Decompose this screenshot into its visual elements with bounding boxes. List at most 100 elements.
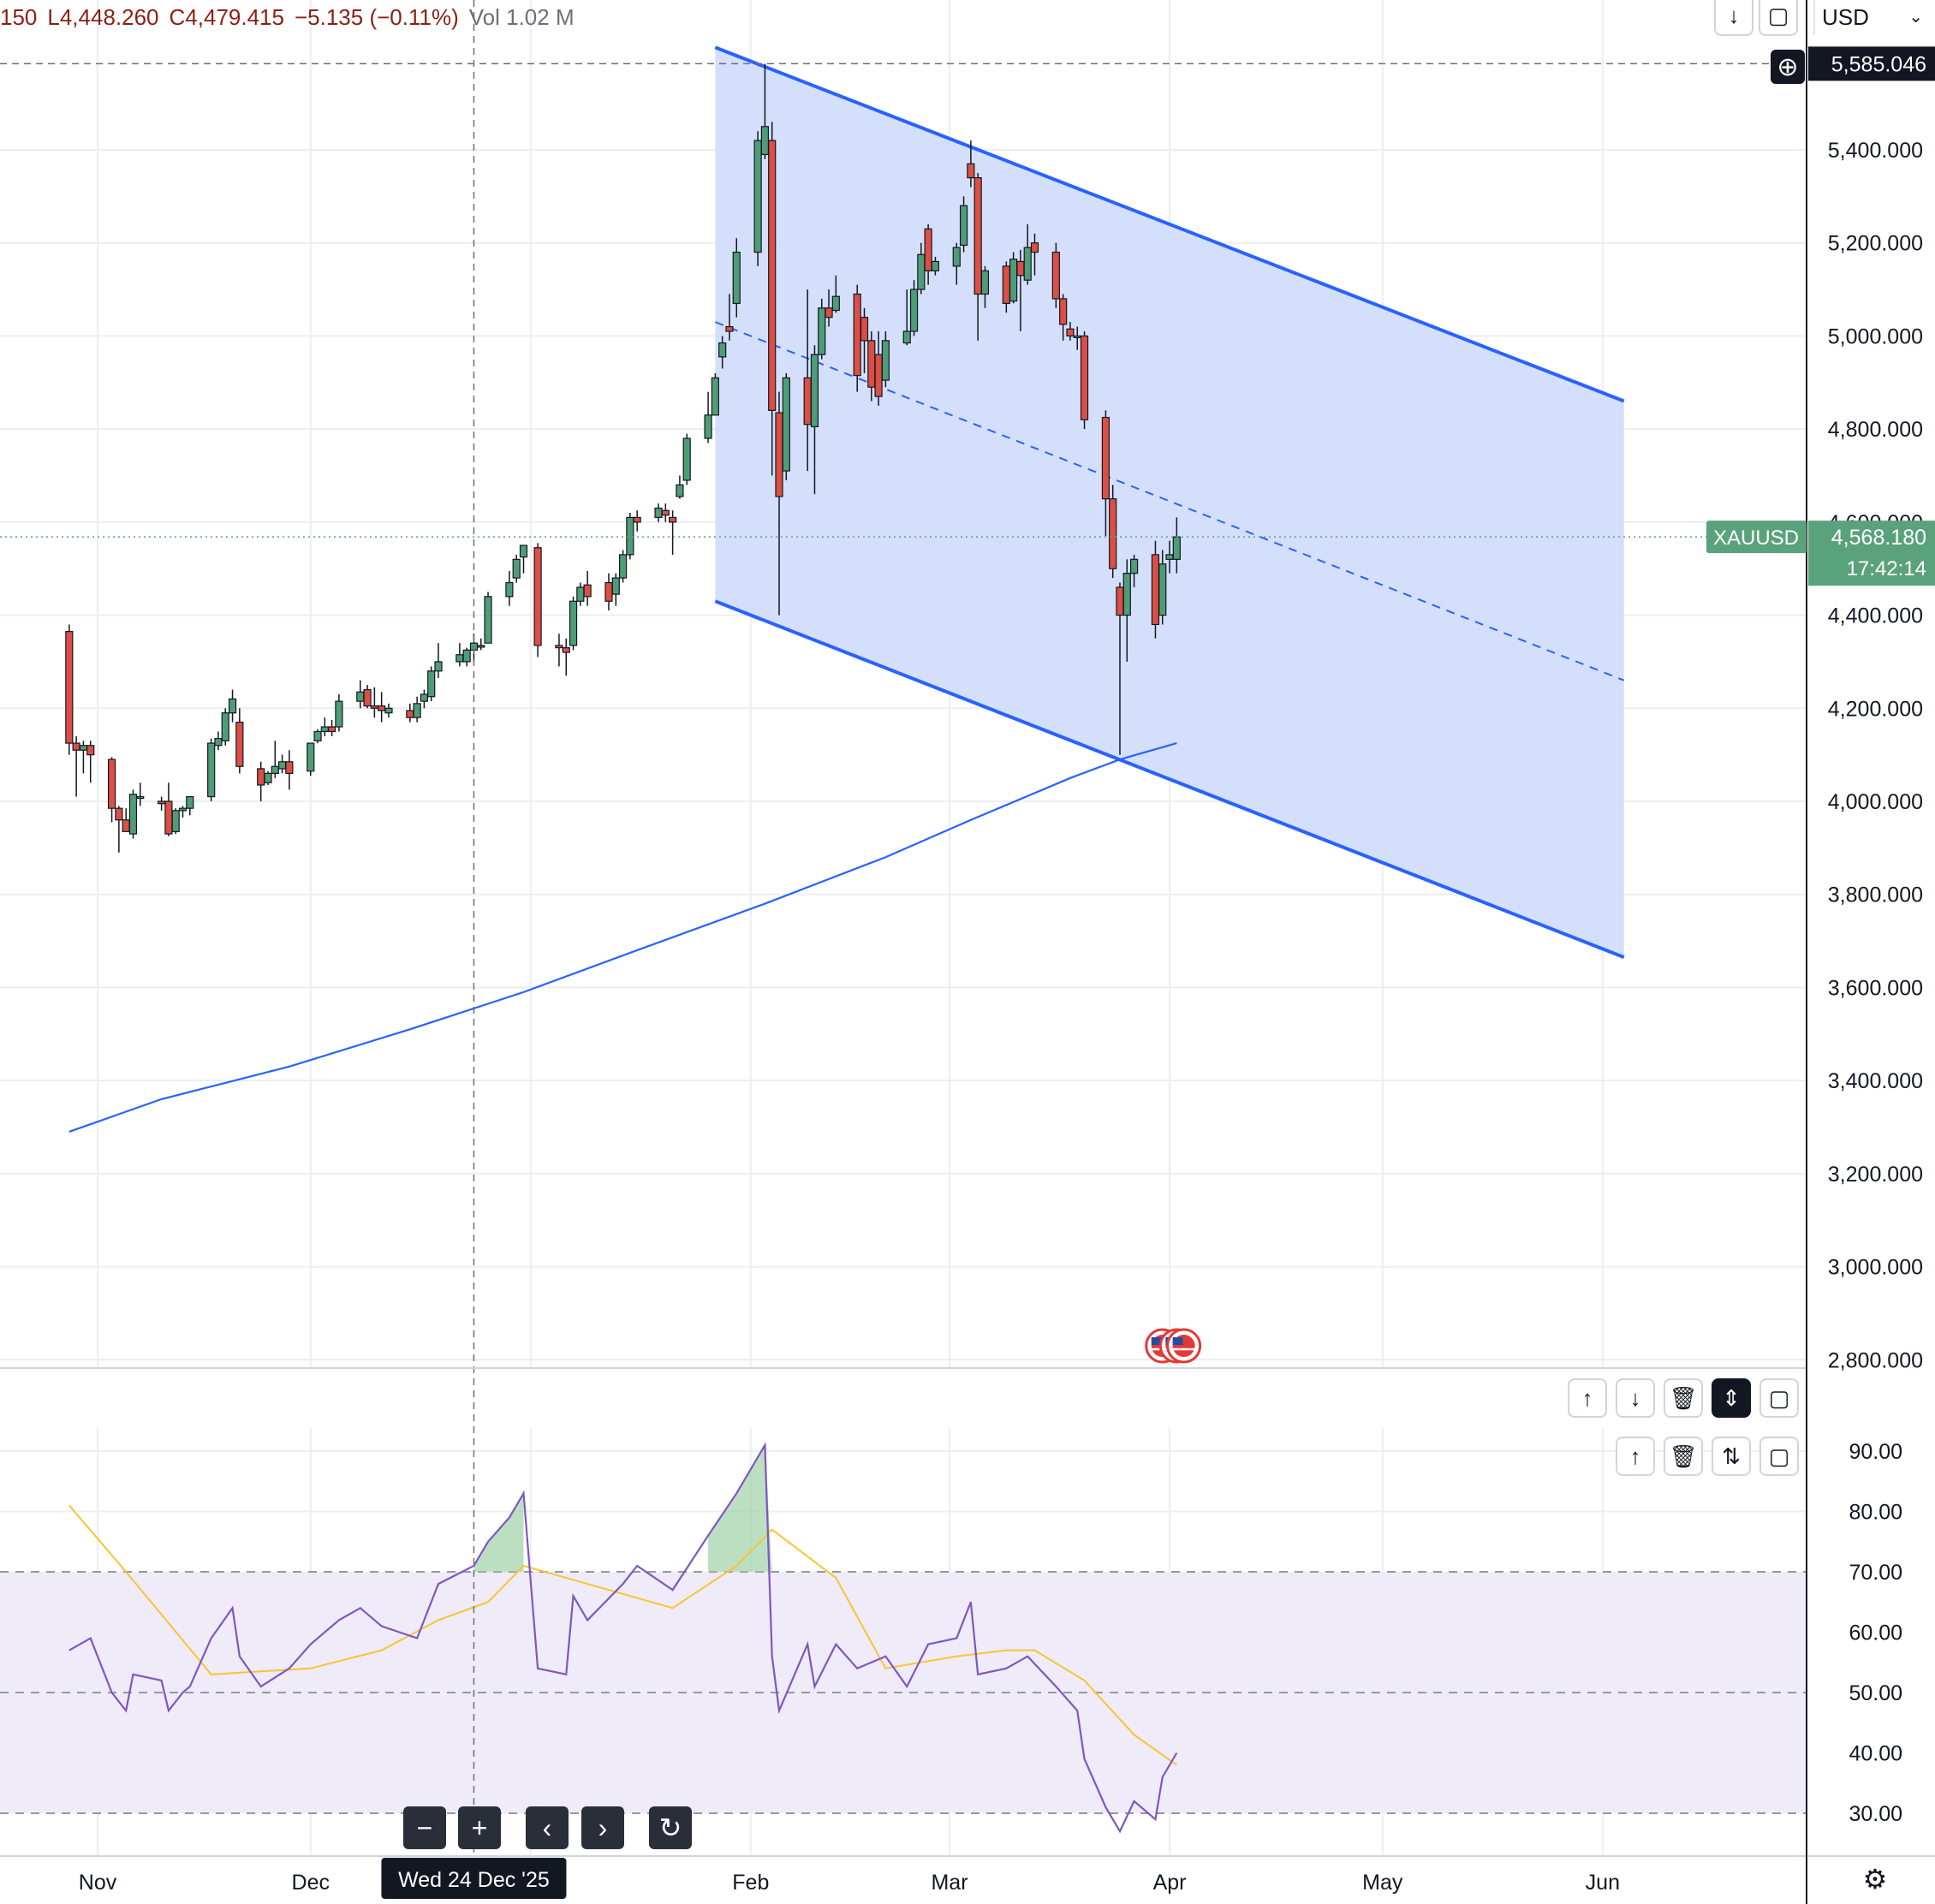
candle-body [1165,554,1174,560]
candle-body [107,759,116,809]
candle [171,808,180,835]
channel-fill [715,47,1624,958]
ma-line [68,741,1177,1133]
us-flag-event-icon[interactable] [1166,1328,1202,1364]
low-value: L4,448.260 [47,4,159,30]
candle-body [583,584,592,598]
candle [328,719,336,736]
rsi-band [0,1450,1807,1814]
volume-value: Vol 1.02 M [468,4,575,30]
currency-select[interactable]: USD ⌄ [1813,0,1935,34]
candle-body [505,581,514,598]
candle-body [420,693,429,702]
trash-icon[interactable]: 🗑 [1664,1437,1703,1476]
reset-button[interactable]: ↻ [649,1806,692,1849]
candle [122,808,130,832]
candle-body [1122,573,1131,616]
rsi-band-fill [0,1572,1807,1813]
candle-body [1109,498,1117,569]
candle-body [1129,558,1139,574]
maximize-icon[interactable]: ▢ [1759,1378,1799,1418]
maximize-icon[interactable]: ▢ [1759,0,1798,36]
zoom-in-button[interactable]: + [458,1806,501,1849]
candle [264,771,272,785]
candle-body [967,163,975,179]
candle [576,582,585,606]
candle-body [1151,554,1160,626]
arrow-up-icon[interactable]: ↑ [1616,1437,1655,1476]
candle-body [718,342,727,358]
candle-body [1080,335,1089,420]
candle-body [711,377,719,416]
ohlc-legend: 150 L4,448.260 C4,479.415 −5.135 (−0.11%) Vo… [0,0,585,34]
candle [313,729,322,744]
symbol-label-bg [1706,521,1807,554]
candle [455,643,464,667]
zoom-out-button[interactable]: − [403,1806,446,1849]
candle [477,638,485,651]
symbol-label: XAUUSD [1713,527,1799,550]
candle-body [158,800,166,805]
scroll-left-button[interactable]: ‹ [526,1806,569,1849]
maximize-icon[interactable]: ▢ [1759,1437,1799,1476]
candle [406,703,414,723]
gear-icon[interactable]: ⚙ [1862,1864,1888,1895]
price-tick-label: 4,800.000 [1828,418,1923,442]
candle-body [569,600,578,646]
candle-body [604,581,613,602]
add-alert-icon[interactable]: ⊕ [1771,50,1805,84]
candle-body [831,295,840,312]
arrow-up-icon[interactable]: ↑ [1568,1378,1607,1418]
candle [271,741,279,778]
channel-upper-line [714,45,1625,403]
candle-body [825,307,833,318]
time-tick-label: Mar [931,1871,968,1895]
candle-body [1172,536,1181,560]
candle-body [207,742,216,798]
candle [65,624,74,755]
parallel-channel[interactable] [714,45,1625,959]
scroll-right-button[interactable]: › [581,1806,624,1849]
candle-body [328,726,336,733]
time-tick-label: Apr [1153,1871,1187,1895]
time-tick-label: Dec [292,1871,330,1895]
events[interactable] [1145,1328,1202,1364]
candle [378,692,386,723]
candle [676,475,684,499]
candle [257,761,265,801]
candle [285,750,294,790]
price-tick-label: 5,200.000 [1828,232,1923,256]
rsi-tick-label: 70.00 [1849,1561,1902,1585]
candle [661,503,670,522]
candle-body [186,795,194,809]
trash-icon[interactable]: 🗑 [1664,1378,1703,1418]
candle-body [477,645,485,648]
candle-body [853,293,861,377]
arrow-down-icon[interactable]: ↓ [1714,0,1753,36]
rsi-tick-label: 40.00 [1849,1742,1902,1766]
candle-body [285,761,294,774]
collapse-icon[interactable]: ⇕ [1712,1378,1751,1418]
close-value: C4,479.415 [169,4,284,30]
event-flag-blue [1151,1337,1162,1345]
candle-body [406,710,414,718]
candle [164,782,173,836]
candle [980,265,990,308]
candle-body [86,745,95,756]
arrow-down-icon[interactable]: ↓ [1616,1378,1655,1418]
price-tick-label: 4,400.000 [1828,604,1923,628]
candle [611,573,620,606]
candle-body [661,509,670,516]
candle [1051,242,1060,308]
candle-body [462,649,471,663]
candle [512,554,521,583]
price-tick-label: 3,200.000 [1828,1163,1923,1187]
candle-body [924,228,932,271]
expand-icon[interactable]: ⇅ [1712,1437,1751,1476]
candle [718,336,727,369]
candle [959,196,968,253]
candle [682,433,691,485]
candle-body [555,645,563,649]
